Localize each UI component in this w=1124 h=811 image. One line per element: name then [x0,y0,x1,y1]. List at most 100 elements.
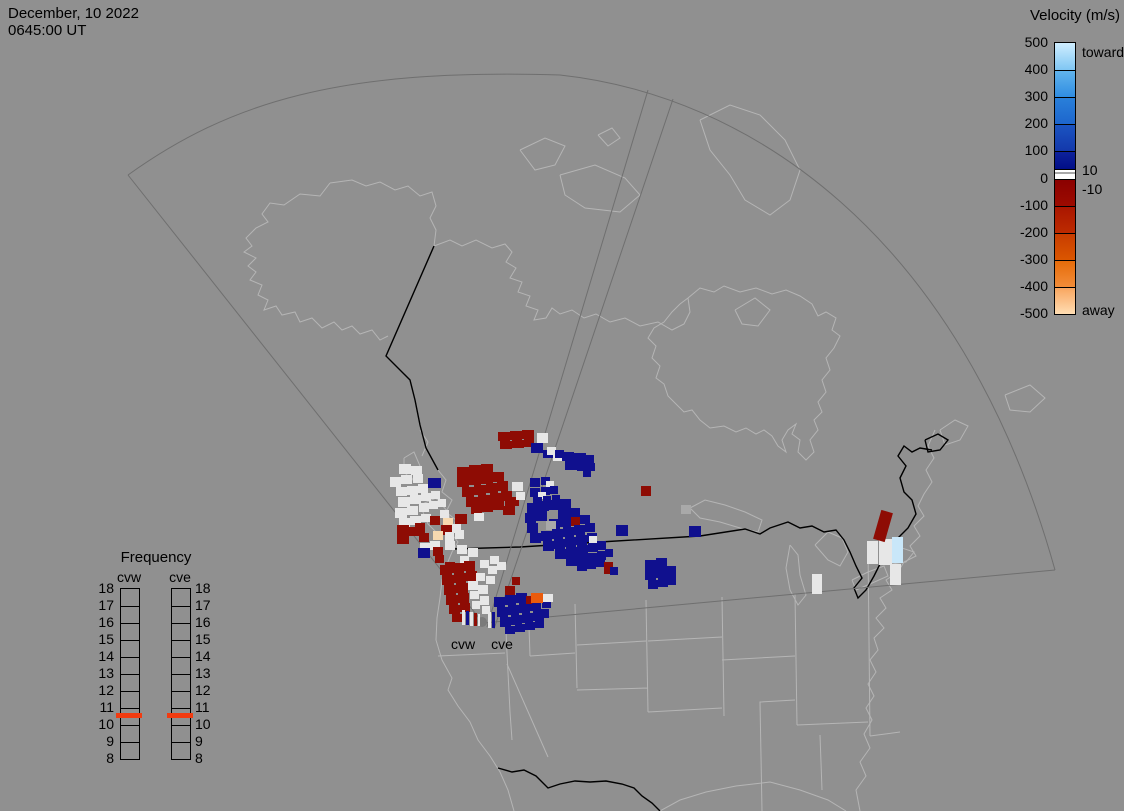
velocity-tick-line [1055,206,1075,207]
velocity-cell [641,486,651,496]
velocity-cell [543,594,553,602]
velocity-cell [478,585,488,594]
velocity-cell [577,462,589,471]
velocity-tick-label: 500 [1004,34,1048,50]
frequency-tick-label: 10 [195,716,223,732]
velocity-cell [554,539,565,549]
velocity-cell [438,499,446,507]
velocity-cell [497,481,508,491]
velocity-cell [525,622,535,630]
velocity-cell [449,605,460,614]
velocity-cell [515,624,525,632]
velocity-tick-label: 100 [1004,142,1048,158]
border-alaska-yukon [386,246,438,470]
velocity-cell [503,506,515,515]
velocity-cell [879,539,892,565]
velocity-cell [585,523,595,532]
velocity-tick-line [1055,260,1075,261]
frequency-tick-label: 8 [86,750,114,766]
velocity-cell [431,491,440,499]
velocity-cell [421,493,431,501]
velocity-cell [462,487,474,497]
date-text: December, 10 2022 [8,5,139,22]
frequency-tick-line [121,640,139,641]
velocity-cell [566,557,577,566]
velocity-cell [401,475,412,484]
coastline-alaska-north [330,180,436,246]
velocity-cell [455,514,467,524]
velocity-cell [565,537,576,547]
velocity-cell [464,561,475,571]
velocity-tick-line [1055,70,1075,71]
frequency-tick-line [172,606,190,607]
velocity-cell [413,474,423,483]
velocity-cell [605,549,613,557]
velocity-cell [536,511,547,521]
coastlines [244,105,1045,811]
coastline-east [856,430,935,811]
velocity-cell [537,433,548,443]
velocity-cell [462,610,465,625]
velocity-cell [408,527,419,536]
frequency-tick-label: 9 [86,733,114,749]
velocity-tick-line [1055,287,1075,288]
velocity-cell [530,478,540,487]
velocity-cell [543,541,554,551]
frequency-tick-label: 12 [86,682,114,698]
frequency-tick-label: 17 [195,597,223,613]
velocity-cell [512,482,523,491]
velocity-cell [550,486,558,494]
velocity-cell [457,545,467,554]
velocity-cell [455,530,464,539]
velocity-side-label: toward [1082,44,1124,60]
frequency-column-label-cvw: cvw [109,569,149,585]
border-us-canada [452,446,932,598]
frequency-tick-label: 15 [195,631,223,647]
border-us-mexico [498,768,660,811]
frequency-tick-line [172,725,190,726]
velocity-cell [498,432,510,441]
velocity-cell [527,523,538,533]
frequency-marker-cve [167,713,193,718]
velocity-cell [500,441,512,449]
fov-outer-arc [128,74,1055,570]
lake-huron [815,532,848,566]
velocity-cell [482,503,493,512]
velocity-cell [505,595,516,605]
frequency-tick-line [172,640,190,641]
velocity-cell [531,593,543,603]
velocity-cell [510,431,522,440]
frequency-tick-line [121,606,139,607]
velocity-cell [497,607,508,617]
velocity-cell [480,596,489,605]
lake-michigan [786,545,806,605]
frequency-tick-label: 14 [86,648,114,664]
velocity-cell [481,464,493,474]
velocity-cell [395,508,407,518]
velocity-cell [812,574,822,594]
velocity-cell [541,531,552,541]
frequency-tick-label: 18 [86,580,114,596]
velocity-cell [689,526,701,537]
frequency-tick-label: 13 [195,665,223,681]
frequency-tick-line [121,708,139,709]
velocity-tick-line [1055,97,1075,98]
velocity-cell [867,541,878,564]
frequency-tick-label: 10 [86,716,114,732]
velocity-cell [589,463,595,471]
velocity-cell [565,461,577,470]
velocity-cell [531,443,543,453]
time-text: 0645:00 UT [8,22,86,39]
velocity-cell [429,501,438,509]
frequency-tick-label: 17 [86,597,114,613]
velocity-cell [616,525,628,536]
velocity-cell [474,485,486,495]
velocity-cell [407,506,418,515]
coastline-small-island-1 [598,128,620,146]
map-svg [0,0,1124,811]
velocity-cell [667,576,676,585]
velocity-cell [492,612,495,628]
frequency-column-label-cve: cve [160,569,200,585]
velocity-cell [435,555,444,563]
velocity-cell [468,548,478,557]
